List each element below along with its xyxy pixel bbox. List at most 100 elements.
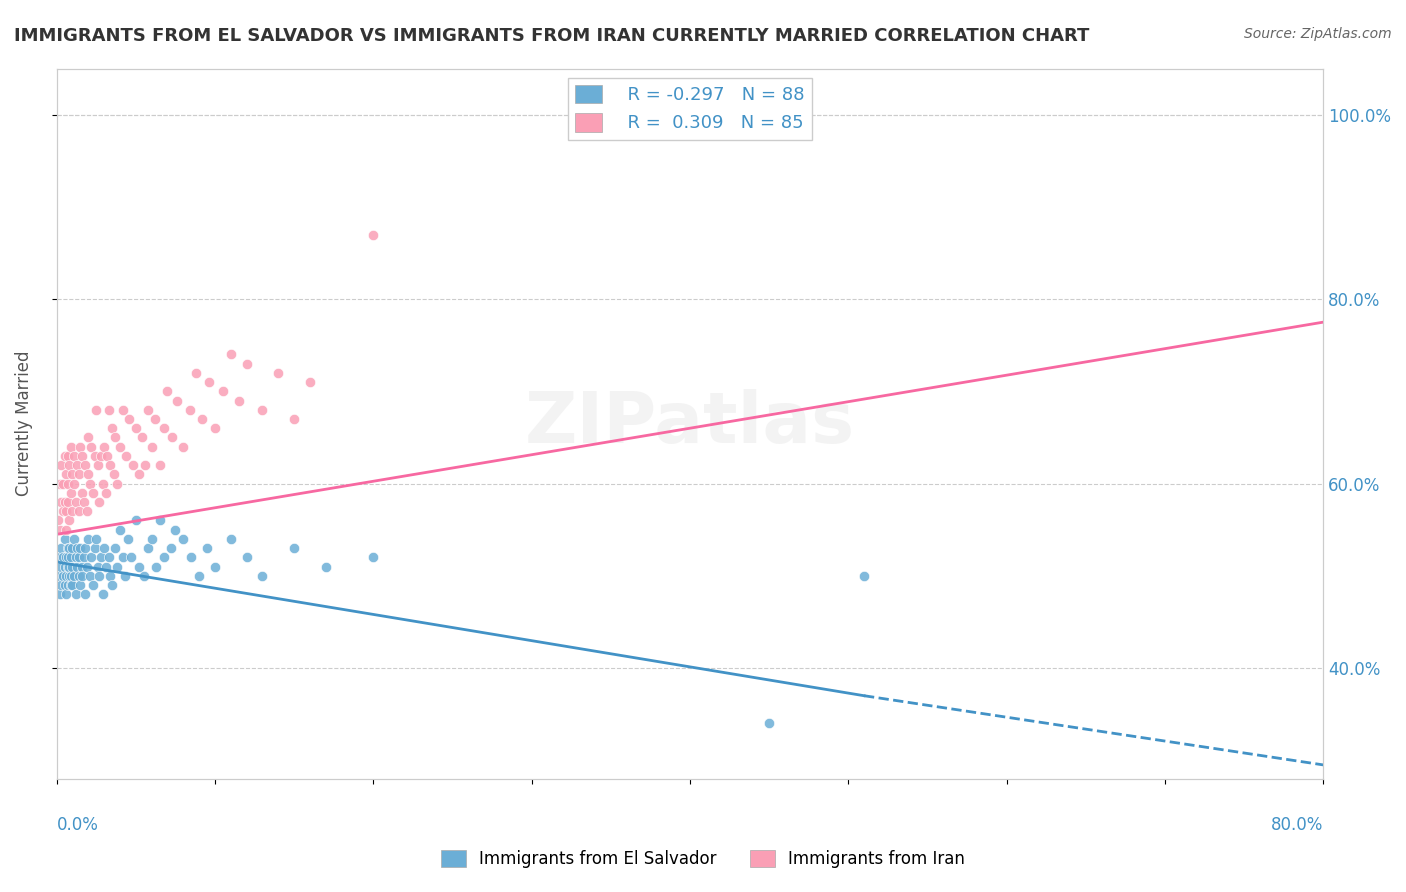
Point bbox=[58, 559, 80, 574]
Point bbox=[148, 513, 170, 527]
Point bbox=[89, 569, 111, 583]
Text: Source: ZipAtlas.com: Source: ZipAtlas.com bbox=[1244, 27, 1392, 41]
Point bbox=[105, 476, 128, 491]
Point bbox=[52, 504, 75, 518]
Point bbox=[77, 467, 100, 482]
Point bbox=[108, 523, 131, 537]
Point bbox=[53, 495, 76, 509]
Legend: Immigrants from El Salvador, Immigrants from Iran: Immigrants from El Salvador, Immigrants … bbox=[434, 843, 972, 875]
Point bbox=[49, 523, 72, 537]
Point bbox=[180, 550, 202, 565]
Point bbox=[80, 440, 103, 454]
Point bbox=[79, 569, 101, 583]
Point bbox=[90, 550, 112, 565]
Point bbox=[55, 523, 77, 537]
Point bbox=[191, 412, 214, 426]
Point bbox=[75, 541, 97, 556]
Point bbox=[143, 412, 166, 426]
Point bbox=[141, 532, 163, 546]
Point bbox=[188, 569, 211, 583]
Point bbox=[97, 402, 120, 417]
Point bbox=[80, 550, 103, 565]
Point bbox=[153, 550, 176, 565]
Point bbox=[94, 559, 117, 574]
Point bbox=[65, 587, 87, 601]
Point bbox=[97, 550, 120, 565]
Point bbox=[105, 559, 128, 574]
Point bbox=[55, 504, 77, 518]
Point bbox=[56, 559, 79, 574]
Point bbox=[69, 578, 91, 592]
Point bbox=[51, 578, 73, 592]
Point bbox=[90, 449, 112, 463]
Point bbox=[267, 366, 290, 380]
Point bbox=[141, 440, 163, 454]
Point bbox=[128, 467, 150, 482]
Point bbox=[66, 458, 89, 472]
Point bbox=[104, 541, 127, 556]
Point bbox=[51, 458, 73, 472]
Point bbox=[115, 449, 138, 463]
Point bbox=[138, 541, 160, 556]
Point bbox=[132, 569, 155, 583]
Point bbox=[145, 559, 167, 574]
Point bbox=[51, 495, 73, 509]
Point bbox=[112, 550, 135, 565]
Point bbox=[83, 541, 105, 556]
Point bbox=[58, 458, 80, 472]
Point bbox=[108, 440, 131, 454]
Point bbox=[283, 412, 305, 426]
Point bbox=[49, 476, 72, 491]
Point bbox=[65, 495, 87, 509]
Point bbox=[87, 458, 110, 472]
Point bbox=[159, 541, 181, 556]
Point bbox=[63, 532, 86, 546]
Point bbox=[77, 532, 100, 546]
Point bbox=[62, 559, 84, 574]
Legend:   R = -0.297   N = 88,   R =  0.309   N = 85: R = -0.297 N = 88, R = 0.309 N = 85 bbox=[568, 78, 813, 140]
Point bbox=[59, 440, 82, 454]
Point bbox=[112, 402, 135, 417]
Point bbox=[121, 458, 143, 472]
Point bbox=[93, 440, 115, 454]
Point bbox=[72, 550, 94, 565]
Point bbox=[118, 412, 141, 426]
Point bbox=[55, 550, 77, 565]
Point bbox=[219, 347, 242, 361]
Point bbox=[235, 550, 257, 565]
Point bbox=[204, 421, 226, 435]
Point bbox=[83, 449, 105, 463]
Point bbox=[148, 458, 170, 472]
Point bbox=[94, 485, 117, 500]
Point bbox=[361, 227, 384, 242]
Point bbox=[82, 578, 104, 592]
Y-axis label: Currently Married: Currently Married bbox=[15, 351, 32, 496]
Point bbox=[211, 384, 233, 399]
Point bbox=[72, 495, 94, 509]
Point bbox=[56, 495, 79, 509]
Point bbox=[62, 578, 84, 592]
Point bbox=[67, 467, 90, 482]
Point bbox=[315, 559, 337, 574]
Text: IMMIGRANTS FROM EL SALVADOR VS IMMIGRANTS FROM IRAN CURRENTLY MARRIED CORRELATIO: IMMIGRANTS FROM EL SALVADOR VS IMMIGRANT… bbox=[14, 27, 1090, 45]
Point bbox=[252, 569, 274, 583]
Point bbox=[63, 569, 86, 583]
Point bbox=[758, 716, 780, 731]
Point bbox=[59, 569, 82, 583]
Point bbox=[120, 550, 142, 565]
Point bbox=[82, 485, 104, 500]
Text: 80.0%: 80.0% bbox=[1271, 815, 1323, 834]
Point bbox=[63, 449, 86, 463]
Point bbox=[79, 476, 101, 491]
Point bbox=[235, 357, 257, 371]
Point bbox=[56, 550, 79, 565]
Point bbox=[69, 541, 91, 556]
Point bbox=[153, 421, 176, 435]
Point bbox=[117, 532, 139, 546]
Point bbox=[204, 559, 226, 574]
Point bbox=[228, 393, 250, 408]
Point bbox=[75, 458, 97, 472]
Text: ZIPatlas: ZIPatlas bbox=[524, 389, 855, 458]
Point bbox=[77, 430, 100, 444]
Point bbox=[84, 532, 107, 546]
